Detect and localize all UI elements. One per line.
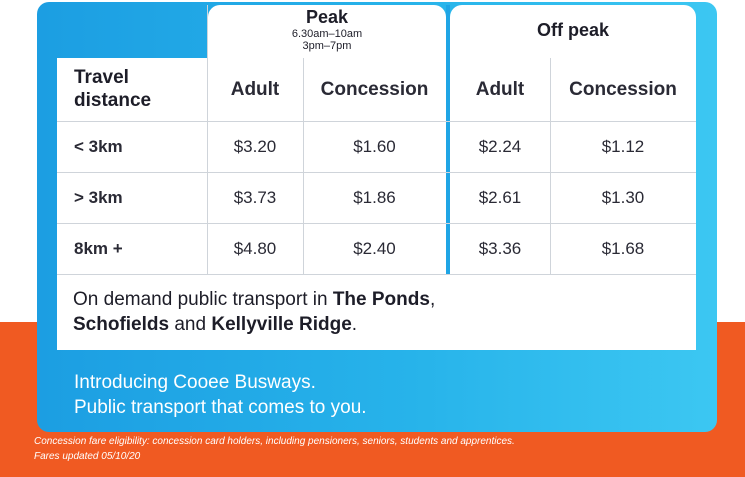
peak-time-evening: 3pm–7pm [302, 40, 352, 52]
fare-cell: $2.61 [478, 187, 522, 207]
fare-cell: $4.80 [233, 238, 277, 258]
place-the-ponds: The Ponds [332, 289, 430, 310]
fare-cell: $3.73 [233, 187, 277, 207]
fare-cell: $1.86 [353, 187, 396, 207]
offpeak-title: Off peak [536, 20, 610, 40]
fare-cell: $2.24 [478, 136, 522, 156]
peak-time-morning: 6.30am–10am [291, 28, 363, 40]
row-label-under-3km: < 3km [74, 136, 123, 156]
fare-cell: $2.40 [353, 238, 396, 258]
fare-cell: $1.60 [353, 136, 396, 156]
place-schofields: Schofields [73, 314, 170, 335]
fare-cell: $3.36 [478, 238, 522, 258]
place-kellyville-ridge: Kellyville Ridge [211, 314, 352, 335]
intro-text: Introducing Cooee Busways. Public transp… [74, 372, 367, 418]
distance-heading: Travel distance [74, 67, 152, 111]
row-label-over-3km: > 3km [74, 187, 123, 207]
fare-cell: $1.12 [601, 136, 645, 156]
fare-cell: $1.30 [601, 187, 645, 207]
col-peak-adult: Adult [230, 78, 280, 100]
peak-header [208, 5, 446, 58]
peak-title: Peak [305, 7, 349, 27]
fares-updated-note: Fares updated 05/10/20 [34, 451, 141, 462]
row-label-8km-plus: 8km + [74, 238, 123, 258]
fare-cell: $1.68 [601, 238, 645, 258]
col-peak-concession: Concession [320, 78, 429, 100]
fare-table-card [57, 58, 696, 350]
col-offpeak-concession: Concession [569, 78, 677, 100]
fare-cell: $3.20 [233, 136, 277, 156]
on-demand-text: On demand public transport in The Ponds,… [73, 289, 436, 335]
concession-eligibility-note: Concession fare eligibility: concession … [34, 436, 515, 447]
offpeak-header [450, 5, 696, 58]
col-offpeak-adult: Adult [475, 78, 525, 100]
